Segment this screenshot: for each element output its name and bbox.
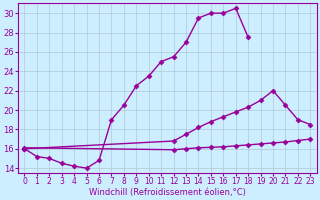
X-axis label: Windchill (Refroidissement éolien,°C): Windchill (Refroidissement éolien,°C) (89, 188, 246, 197)
